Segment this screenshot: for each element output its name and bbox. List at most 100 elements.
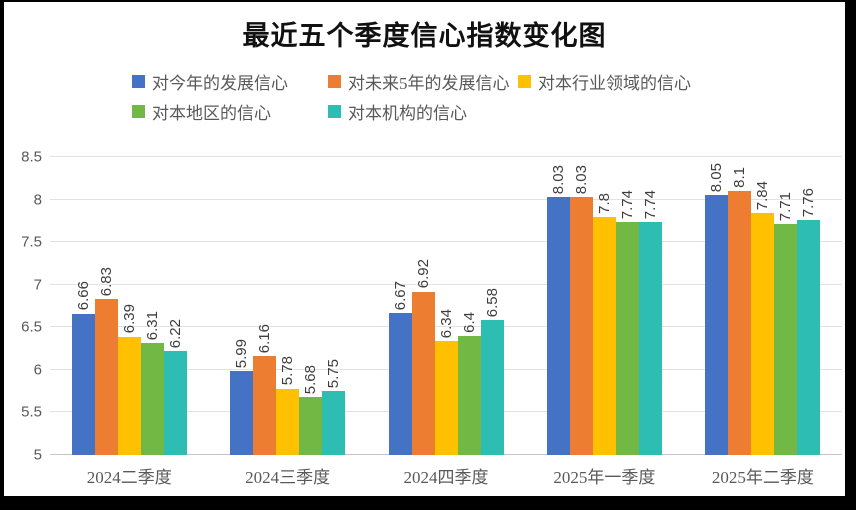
legend-item-0: 对今年的发展信心 <box>132 69 328 93</box>
bar-slot: 7.74 <box>638 157 662 455</box>
bar-data-label: 8.03 <box>572 164 590 195</box>
bar-data-label: 8.03 <box>549 164 567 195</box>
y-tick-label: 8.5 <box>21 148 42 166</box>
legend-item-3: 对本地区的信心 <box>132 99 328 123</box>
bar-series-3-cat-3 <box>615 221 639 455</box>
bar-slot: 6.31 <box>140 157 164 455</box>
x-category-label-1: 2024二季度 <box>86 468 172 487</box>
bar-slot: 6.67 <box>388 157 412 455</box>
gridline <box>50 283 842 285</box>
legend-label: 对今年的发展信心 <box>152 73 288 93</box>
bar-series-2-cat-2 <box>434 340 458 455</box>
legend-swatch-icon <box>132 74 145 88</box>
legend-swatch-icon <box>328 74 341 88</box>
bar-slot: 6.66 <box>71 157 95 455</box>
legend-item-2: 对本行业领域的信心 <box>518 69 845 93</box>
legend-swatch-icon <box>518 74 531 88</box>
bar-slot: 8.1 <box>728 157 752 455</box>
bar-series-2-cat-0 <box>117 336 141 455</box>
bar-data-label: 5.68 <box>302 364 320 395</box>
bar-data-label: 6.34 <box>437 308 455 338</box>
bar-series-4-cat-1 <box>322 391 346 455</box>
y-tick-label: 5.5 <box>21 403 42 421</box>
bar-slot: 6.83 <box>94 157 118 455</box>
y-tick-label: 7.5 <box>21 233 42 251</box>
bar-series-2-cat-1 <box>276 388 300 455</box>
bar-data-label: 7.76 <box>800 187 818 218</box>
gridline <box>50 241 842 243</box>
bar-data-label: 6.66 <box>74 281 92 311</box>
x-axis-labels: 2024二季度 2024三季度 2024四季度 2025年一季度 2025年二季度 <box>50 463 842 488</box>
bar-data-label: 6.92 <box>414 259 432 289</box>
chart-legend: 对今年的发展信心 对未来5年的发展信心 对本行业领域的信心对本地区的信心 对本机构的信… <box>132 69 845 123</box>
bar-data-label: 7.8 <box>595 192 613 214</box>
bar-series-2-cat-3 <box>592 216 616 455</box>
chart-canvas: 最近五个季度信心指数变化图 对今年的发展信心 对未来5年的发展信心 对本行业领域的信… <box>4 2 845 496</box>
bar-series-1-cat-4 <box>728 191 752 455</box>
bar-series-1-cat-3 <box>569 197 593 455</box>
bar-slot: 7.76 <box>797 157 821 455</box>
bar-slot: 7.71 <box>774 157 798 455</box>
bar-series-2-cat-4 <box>751 213 775 455</box>
bar-data-label: 8.1 <box>731 167 749 189</box>
bar-data-label: 5.99 <box>233 338 251 368</box>
bar-data-label: 7.84 <box>754 181 772 211</box>
bar-series-0-cat-2 <box>388 312 412 455</box>
bar-group-5: 8.05 8.1 7.84 7.71 7.76 <box>684 157 842 455</box>
bar-series-3-cat-0 <box>140 343 164 455</box>
bar-data-label: 6.31 <box>143 311 161 341</box>
bar-groups: 6.66 6.83 6.39 6.31 6.22 5.99 6.16 5.78 5.68 5.75… <box>50 157 842 455</box>
legend-item-4: 对本机构的信心 <box>328 99 518 123</box>
legend-swatch-icon <box>132 104 145 118</box>
bar-slot: 6.34 <box>434 157 458 455</box>
bar-series-0-cat-4 <box>705 195 729 455</box>
legend-label: 对本行业领域的信心 <box>538 73 691 93</box>
bar-slot: 5.68 <box>299 157 323 455</box>
bar-series-1-cat-1 <box>253 356 277 455</box>
bar-slot: 6.92 <box>411 157 435 455</box>
bar-data-label: 6.22 <box>166 318 184 349</box>
bar-group-1: 6.66 6.83 6.39 6.31 6.22 <box>50 157 208 455</box>
bar-series-1-cat-2 <box>411 291 435 455</box>
legend-label: 对未来5年的发展信心 <box>348 73 510 93</box>
bar-data-label: 6.16 <box>256 324 274 354</box>
plot-area: 6.66 6.83 6.39 6.31 6.22 5.99 6.16 5.78 5.68 5.75… <box>50 156 842 455</box>
bar-slot: 7.8 <box>592 157 616 455</box>
bar-series-1-cat-0 <box>94 299 118 455</box>
bar-series-3-cat-1 <box>299 397 323 455</box>
bar-data-label: 8.05 <box>708 163 726 193</box>
bar-slot: 5.78 <box>276 157 300 455</box>
bar-group-2: 5.99 6.16 5.78 5.68 5.75 <box>208 157 366 455</box>
x-category-label-2: 2024三季度 <box>245 468 331 487</box>
x-category-label-4: 2025年一季度 <box>553 468 656 487</box>
bar-slot: 8.05 <box>705 157 729 455</box>
bar-series-4-cat-0 <box>163 351 187 455</box>
bar-series-0-cat-1 <box>230 370 254 455</box>
bar-series-0-cat-3 <box>546 197 570 455</box>
y-tick-label: 7 <box>33 276 42 294</box>
legend-item-1: 对未来5年的发展信心 <box>328 69 518 93</box>
bar-series-4-cat-3 <box>638 221 662 455</box>
gridline <box>50 326 842 328</box>
bar-data-label: 7.71 <box>777 192 795 222</box>
chart-body: 5 5.5 6 6.5 7 7.5 8 8.5 6.66 6.83 6.39 6.31 6.22 5.9… <box>4 149 845 464</box>
bar-slot: 8.03 <box>546 157 570 455</box>
y-axis: 5 5.5 6 6.5 7 7.5 8 8.5 <box>4 149 50 464</box>
bar-series-0-cat-0 <box>71 313 95 455</box>
y-tick-label: 5 <box>33 446 42 464</box>
x-category-label-5: 2025年二季度 <box>711 468 814 487</box>
bar-data-label: 6.67 <box>391 280 409 310</box>
bar-slot: 8.03 <box>569 157 593 455</box>
bar-data-label: 5.78 <box>279 356 297 386</box>
bar-slot: 6.4 <box>457 157 481 455</box>
bar-data-label: 6.83 <box>97 267 115 297</box>
bar-group-4: 8.03 8.03 7.8 7.74 7.74 <box>525 157 683 455</box>
bar-series-3-cat-2 <box>457 335 481 455</box>
legend-label: 对本地区的信心 <box>152 103 271 123</box>
bar-slot: 6.39 <box>117 157 141 455</box>
bar-slot: 7.84 <box>751 157 775 455</box>
bar-data-label: 5.75 <box>325 358 343 389</box>
bar-data-label: 7.74 <box>641 189 659 219</box>
bar-data-label: 6.58 <box>483 288 501 318</box>
